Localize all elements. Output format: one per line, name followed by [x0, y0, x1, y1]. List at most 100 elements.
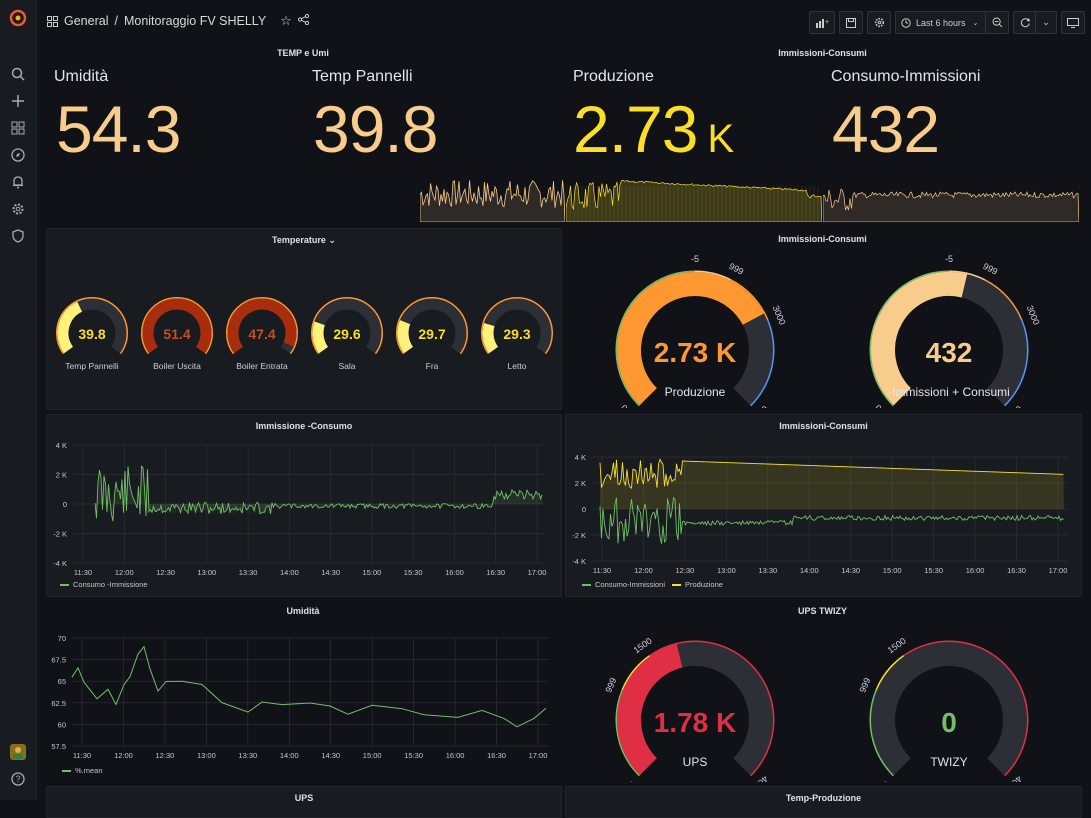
panel-title: Immissioni-Consumi: [778, 234, 867, 244]
panel-title: Immissione -Consumo: [255, 421, 353, 431]
series-area: [600, 459, 1064, 509]
umidita-panel: Umidità 70 67.5 65 62.5 60 57.5 11:30 12:00 12:3…: [46, 600, 560, 782]
avatar[interactable]: [8, 742, 28, 762]
sparkline-series: [420, 180, 565, 222]
gauge-tick-label: 1500: [632, 636, 654, 656]
y-tick-label: 70: [58, 634, 66, 643]
breadcrumb-folder[interactable]: General: [64, 14, 109, 28]
x-tick-label: 12:00: [115, 568, 134, 577]
refresh-button[interactable]: [1013, 11, 1037, 34]
gauge-fill: [227, 298, 297, 354]
gauge-track: [871, 642, 1027, 776]
gauge-tick-label: 1500: [886, 636, 908, 656]
dashboards-icon[interactable]: [8, 118, 28, 138]
svg-text:+: +: [825, 19, 829, 26]
stat-value-number: 2.73: [573, 92, 698, 166]
gauge-value: 29.6: [333, 326, 360, 342]
tv-mode-button[interactable]: [1061, 11, 1085, 34]
gauge-fill: [617, 272, 764, 406]
umidita-chart[interactable]: 70 67.5 65 62.5 60 57.5 11:30 12:00 12:30 13:00 13…: [46, 620, 560, 780]
x-tick-label: 15:30: [404, 751, 423, 760]
star-icon[interactable]: ☆: [280, 13, 292, 28]
y-tick-label: 2 K: [575, 479, 586, 488]
legend-label: %.mean: [75, 766, 103, 775]
stat-value-temp-pannelli: 39.8: [313, 92, 438, 166]
gauge-value: 29.3: [503, 326, 530, 342]
immissione-consumo-chart[interactable]: 4 K 2 K 0 -2 K -4 K 11:30 12:00 12:30 13:00 13:30…: [47, 435, 561, 595]
time-range-picker[interactable]: Last 6 hours ⌄: [895, 11, 988, 34]
dashboard-settings-button[interactable]: [867, 11, 891, 34]
gauge-threshold-arc: [226, 297, 298, 355]
top-navbar: General / Monitoraggio FV SHELLY ☆: [37, 0, 1091, 42]
x-tick-label: 15:00: [883, 566, 902, 575]
alerting-bell-icon[interactable]: [8, 172, 28, 192]
x-tick-label: 13:00: [717, 566, 736, 575]
legend-item[interactable]: %.mean: [62, 766, 103, 775]
share-icon[interactable]: [297, 13, 309, 28]
gauge-value: 29.7: [418, 326, 445, 342]
sparkline-consumo-immissioni: [823, 188, 1079, 222]
immissioni-consumi-chart[interactable]: 4 K 2 K 0 -2 K -4 K 11:30 12:00 12:30 13:00 13:30…: [566, 435, 1081, 595]
series-line-consumo-immissione: [94, 465, 543, 522]
temperature-panel: Temperature ⌄ 39.8 Temp Pannelli 51.4 Boile…: [46, 228, 562, 410]
y-tick-label: 4 K: [575, 453, 586, 462]
zoom-out-button[interactable]: [985, 11, 1009, 34]
legend-item[interactable]: Consumo -Immissione: [60, 580, 148, 589]
x-tick-label: 12:30: [676, 566, 695, 575]
dashboards-grid-icon: [47, 15, 58, 27]
shield-icon[interactable]: [8, 226, 28, 246]
x-tick-label: 14:30: [321, 568, 340, 577]
gauge-name: TWIZY: [930, 755, 967, 769]
panel-title: Temp-Produzione: [785, 793, 862, 803]
panel-title: Immissioni-Consumi: [778, 48, 867, 58]
ups-twizy-panel: UPS TWIZY 1.78 K UPS 0 999 1500 4000 0 TWIZY 0 99…: [565, 600, 1080, 782]
temp-produzione-panel: Temp-Produzione: [565, 786, 1082, 818]
x-tick-label: 17:00: [1049, 566, 1068, 575]
gauge-name: Temp Pannelli: [65, 361, 119, 371]
gauge-tick-label: 999: [981, 261, 999, 277]
y-tick-label: -2 K: [572, 531, 586, 540]
gauge-threshold-arc: [311, 297, 383, 355]
settings-gear-icon[interactable]: [8, 199, 28, 219]
y-tick-label: -4 K: [572, 557, 586, 566]
sparkline-series: [566, 179, 822, 222]
panel-title: UPS: [294, 793, 314, 803]
grafana-logo-icon[interactable]: [8, 8, 28, 28]
gauge-name: UPS: [683, 755, 708, 769]
panel-title: Immissioni-Consumi: [779, 421, 868, 431]
gauge-name: Fra: [426, 361, 439, 371]
legend-item[interactable]: Consumo-Immissioni: [582, 580, 665, 589]
y-tick-label: 65: [58, 677, 66, 686]
panel-title[interactable]: Temperature ⌄: [47, 235, 561, 246]
search-icon[interactable]: [8, 64, 28, 84]
explore-compass-icon[interactable]: [8, 145, 28, 165]
legend-item[interactable]: Produzione: [672, 580, 723, 589]
gauge-fill: [482, 322, 499, 354]
help-icon[interactable]: ?: [8, 769, 28, 789]
stat-label-produzione: Produzione: [573, 68, 654, 85]
immissione-consumo-panel: Immissione -Consumo 4 K 2 K 0 -2 K -4 K 11:30…: [46, 414, 562, 597]
stat-value-produzione: 2.73 K: [573, 96, 734, 162]
x-tick-label: 16:00: [446, 751, 465, 760]
add-panel-button[interactable]: +: [809, 11, 835, 34]
plus-icon[interactable]: [8, 91, 28, 111]
gauge-threshold-arc: [56, 297, 128, 355]
x-tick-label: 16:30: [486, 568, 505, 577]
y-tick-label: 60: [58, 720, 66, 729]
save-dashboard-button[interactable]: [839, 11, 863, 34]
dashboard-title[interactable]: Monitoraggio FV SHELLY: [123, 14, 267, 28]
immissioni-consumi-chart-panel: Immissioni-Consumi 4 K 2 K 0 -2 K -4 K 11:30 1…: [565, 414, 1082, 597]
gauge-name: Boiler Uscita: [153, 361, 201, 371]
sparkline-series: [823, 188, 1079, 222]
gauge-fill: [397, 320, 414, 354]
stat-value-umidita: 54.3: [56, 92, 181, 166]
refresh-interval-dropdown[interactable]: ⌄: [1035, 11, 1057, 34]
x-tick-label: 14:00: [800, 566, 819, 575]
gauge-name: Boiler Entrata: [236, 361, 288, 371]
gauge-fill: [142, 298, 212, 354]
chevron-down-icon: ⌄: [328, 235, 336, 245]
legend-label: Consumo-Immissioni: [595, 580, 666, 589]
x-tick-label: 12:00: [634, 566, 653, 575]
legend-label: Consumo -Immissione: [73, 580, 148, 589]
series-line-consumo-immissioni: [599, 496, 1064, 544]
